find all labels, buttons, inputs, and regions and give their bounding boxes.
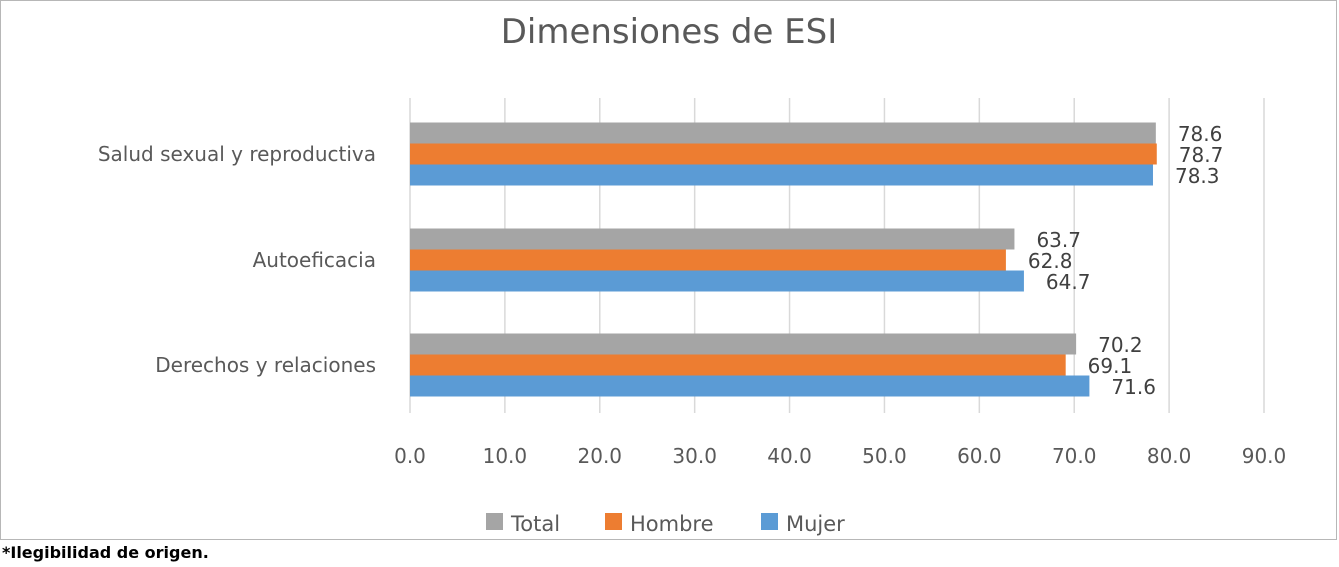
data-label: 62.8	[1028, 249, 1073, 273]
legend-swatch	[761, 513, 778, 530]
bar-total	[410, 333, 1077, 355]
x-tick-label: 30.0	[672, 444, 717, 468]
x-tick-label: 50.0	[862, 444, 907, 468]
bar-hombre	[410, 143, 1157, 165]
legend-label: Mujer	[786, 512, 845, 536]
data-label: 69.1	[1088, 354, 1133, 378]
chart-title: Dimensiones de ESI	[501, 12, 838, 52]
x-tick-label: 20.0	[578, 444, 623, 468]
x-tick-label: 60.0	[957, 444, 1002, 468]
bar-mujer	[410, 375, 1090, 397]
legend-label: Total	[510, 512, 560, 536]
x-tick-label: 10.0	[483, 444, 528, 468]
x-tick-label: 90.0	[1242, 444, 1287, 468]
data-label: 78.3	[1175, 164, 1220, 188]
data-label: 71.6	[1111, 375, 1156, 399]
category-labels: Salud sexual y reproductiva Autoeficacia D…	[98, 142, 376, 377]
bar-mujer	[410, 270, 1024, 292]
data-label: 70.2	[1098, 333, 1143, 357]
legend-swatch	[605, 513, 622, 530]
x-tick-label: 80.0	[1147, 444, 1192, 468]
data-label: 78.7	[1179, 143, 1224, 167]
x-tick-label: 0.0	[394, 444, 426, 468]
data-labels: 78.678.778.3 63.762.864.7 70.269.171.6	[1028, 122, 1223, 399]
legend-label: Hombre	[630, 512, 714, 536]
data-label: 64.7	[1046, 270, 1091, 294]
bar-hombre	[410, 249, 1006, 271]
legend-swatch	[486, 513, 503, 530]
bar-total	[410, 122, 1156, 144]
chart-frame: Dimensiones de ESI 78.6 78.7 78.3 63.7 62.8 6…	[0, 0, 1337, 540]
category-label: Salud sexual y reproductiva	[98, 142, 376, 166]
category-label: Derechos y relaciones	[155, 353, 376, 377]
x-tick-label: 70.0	[1052, 444, 1097, 468]
category-label: Autoeficacia	[253, 248, 376, 272]
bar-hombre	[410, 354, 1066, 376]
bar-chart: Dimensiones de ESI 78.678.778.363.762.86…	[98, 12, 1286, 536]
x-axis-ticks: 0.0 10.0 20.0 30.0 40.0 50.0 60.0 70.0 80.0 90.0	[394, 444, 1286, 468]
data-label: 78.6	[1178, 122, 1223, 146]
data-label: 63.7	[1036, 228, 1081, 252]
footnote: *Ilegibilidad de origen.	[2, 543, 209, 562]
x-tick-label: 40.0	[767, 444, 812, 468]
legend: Total Hombre Mujer	[486, 512, 845, 536]
bars	[410, 122, 1157, 397]
bar-total	[410, 228, 1015, 250]
bar-mujer	[410, 164, 1153, 186]
